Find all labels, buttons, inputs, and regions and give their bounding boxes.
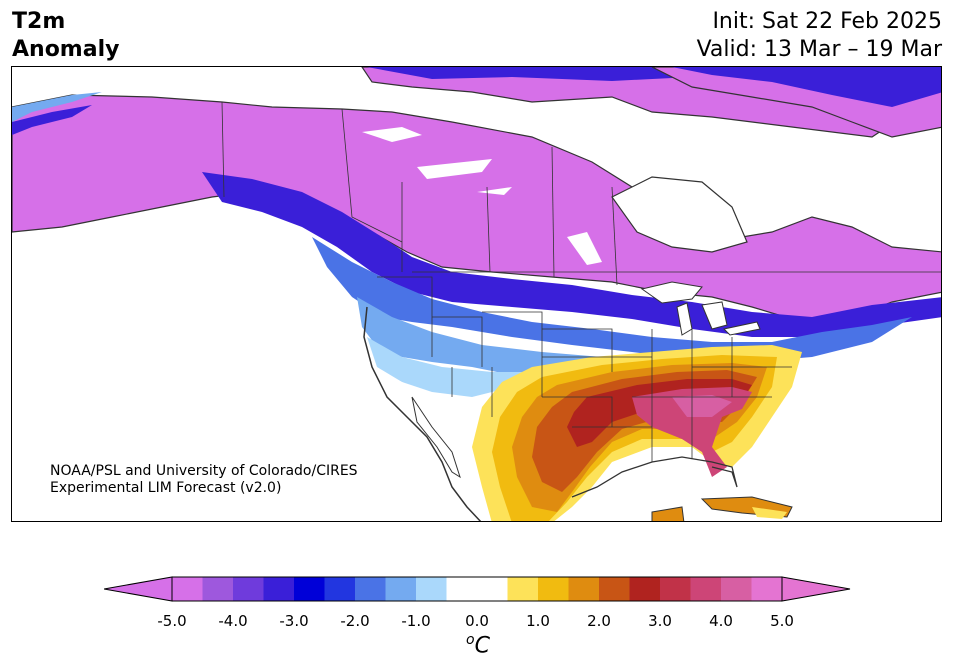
colorbar-outline [171, 576, 783, 602]
colorbar-tick-label: -1.0 [401, 612, 431, 630]
cuba-east [752, 507, 787, 519]
lake-athabasca [477, 187, 512, 195]
political-borders [221, 101, 941, 462]
colorbar-right-extend [781, 576, 851, 602]
colorbar [104, 576, 851, 602]
colorbar-tick-label: 1.0 [526, 612, 550, 630]
colorbar-tick-label: -3.0 [279, 612, 309, 630]
anomaly-map: NOAA/PSL and University of Colorado/CIRE… [12, 67, 941, 521]
colorbar-segment [233, 577, 264, 601]
credit-line-1: NOAA/PSL and University of Colorado/CIRE… [50, 463, 358, 479]
great-slave-lake [417, 159, 492, 179]
colorbar-segment [172, 577, 203, 601]
init-date: Init: Sat 22 Feb 2025 [712, 9, 942, 34]
colorbar-segment [690, 577, 722, 601]
gulf-coastline [571, 456, 738, 498]
colorbar-segment [751, 577, 783, 601]
forecast-dates: Init: Sat 22 Feb 2025 Valid: 13 Mar – 19… [697, 8, 942, 64]
alaska-blue-edge [12, 92, 102, 122]
colorbar-segment [721, 577, 752, 601]
title-line-2: Anomaly [12, 37, 120, 62]
colorbar-segment [660, 577, 691, 601]
colorbar-segment [294, 577, 325, 601]
colorbar-left-extend [104, 576, 173, 602]
baja-california [411, 396, 461, 479]
lake-huron [701, 301, 728, 330]
neutral-southwest [392, 377, 462, 422]
yucatan [651, 506, 685, 521]
colorbar-segment [599, 577, 630, 601]
map-panel: NOAA/PSL and University of Colorado/CIRE… [11, 66, 942, 522]
great-bear-lake [362, 127, 422, 142]
colorbar-segment [202, 577, 234, 601]
cold-band-weak [367, 337, 532, 397]
colorbar-segment [538, 577, 569, 601]
colorbar-segment [507, 577, 539, 601]
colorbar-tick-label: 0.0 [465, 612, 489, 630]
colorbar-tick-label: 5.0 [770, 612, 794, 630]
colorbar-tick-label: 2.0 [587, 612, 611, 630]
colorbar-segment [355, 577, 386, 601]
valid-date: Valid: 13 Mar – 19 Mar [696, 37, 942, 62]
unit-degree: o [466, 632, 475, 648]
colorbar-tick-label: 3.0 [648, 612, 672, 630]
colorbar-segment [477, 577, 508, 601]
unit-base: C [474, 633, 490, 659]
warm-peak-area [672, 395, 732, 417]
chart-title: T2m Anomaly [12, 8, 119, 64]
pacific-coastline [363, 306, 482, 521]
colorbar-segment [416, 577, 447, 601]
colorbar-segments [172, 577, 783, 601]
colorbar-segment [629, 577, 661, 601]
lake-erie [722, 321, 761, 336]
colorbar-segment [568, 577, 600, 601]
colorbar-segment [263, 577, 295, 601]
colorbar-tick-label: -2.0 [340, 612, 370, 630]
colorbar-segment [324, 577, 356, 601]
colorbar-tick-label: -4.0 [218, 612, 248, 630]
lake-winnipeg [567, 232, 602, 265]
colorbar-unit: oC [466, 632, 490, 658]
colorbar-tick-label: 4.0 [709, 612, 733, 630]
lake-superior [640, 281, 703, 304]
colorbar-segment [385, 577, 417, 601]
colorbar-segment [446, 577, 478, 601]
alaska-cold-band [12, 105, 92, 135]
colorbar-tick-label: -5.0 [157, 612, 187, 630]
title-line-1: T2m [12, 9, 66, 34]
credit-line-2: Experimental LIM Forecast (v2.0) [50, 480, 281, 496]
hudson-bay [611, 176, 748, 253]
greenland-cold-band [672, 67, 941, 107]
cold-band-strong [202, 172, 941, 337]
